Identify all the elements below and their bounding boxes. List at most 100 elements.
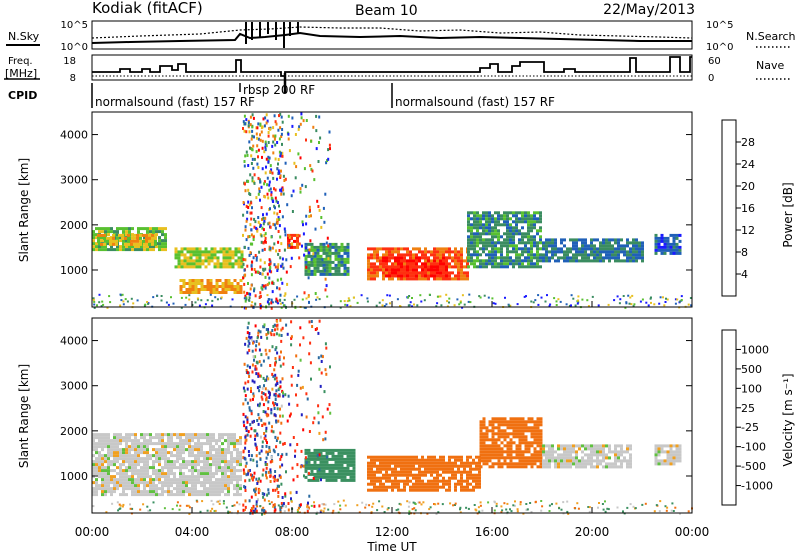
power-cell (448, 253, 451, 257)
velocity-noise-cell (259, 374, 262, 378)
velocity-noise-cell (274, 474, 276, 478)
velocity-cell (509, 423, 513, 427)
velocity-cell (197, 460, 200, 464)
power-noise-cell (302, 232, 305, 236)
velocity-noise-cell (242, 456, 245, 460)
velocity-cell (403, 488, 406, 492)
velocity-cell (349, 475, 353, 479)
velocity-cell (155, 472, 158, 476)
power-cell (457, 274, 460, 278)
power-cell (195, 262, 199, 266)
power-cell (509, 232, 512, 236)
power-noise-cell (273, 242, 276, 246)
power-noise-cell (298, 234, 301, 238)
power-noise-cell (307, 251, 310, 255)
velocity-cell (367, 473, 370, 477)
velocity-noise-cell (244, 415, 247, 419)
power-cell (590, 241, 593, 245)
power-cell (506, 232, 509, 236)
velocity-cell (349, 448, 353, 452)
power-ground-cell (277, 302, 280, 305)
power-cell (148, 233, 151, 237)
power-noise-cell (270, 306, 273, 310)
velocity-cell (203, 460, 206, 464)
power-cell (473, 232, 476, 236)
velocity-cell (209, 445, 212, 449)
power-cell (545, 247, 548, 251)
power-cell (566, 247, 569, 251)
power-cell (669, 251, 673, 255)
velocity-cell (515, 435, 519, 439)
power-noise-cell (252, 144, 255, 148)
velocity-cell (445, 482, 448, 486)
power-ground-cell (206, 299, 209, 302)
power-cell (460, 274, 463, 278)
velocity-cell (227, 493, 230, 497)
power-cell (113, 248, 116, 252)
velocity-cell (113, 451, 116, 455)
power-cell (512, 214, 515, 218)
velocity-cell (185, 442, 188, 446)
power-noise-cell (259, 180, 262, 184)
velocity-noise-cell (281, 504, 284, 508)
velocity-noise-cell (297, 373, 300, 377)
power-cell (439, 265, 442, 269)
velocity-cell (203, 463, 206, 467)
velocity-noise-cell (249, 434, 252, 438)
velocity-noise-cell (324, 368, 327, 372)
velocity-cell (418, 473, 421, 477)
velocity-cell (307, 466, 311, 470)
power-cell (506, 241, 509, 245)
velocity-cell (179, 469, 182, 473)
power-cell (530, 247, 533, 251)
velocity-noise-cell (254, 507, 257, 511)
power-noise-cell (260, 130, 263, 134)
power-cell (476, 235, 479, 239)
velocity-cell (494, 447, 498, 451)
power-cell (322, 272, 326, 276)
velocity-cell (394, 458, 397, 462)
velocity-cell (310, 463, 314, 467)
velocity-cell (221, 484, 224, 488)
velocity-cell (334, 460, 338, 464)
power-cell (406, 259, 409, 263)
power-ground-cell (665, 297, 667, 300)
power-ground-cell (304, 306, 307, 309)
velocity-noise-cell (260, 449, 263, 453)
power-noise-cell (249, 123, 252, 127)
velocity-cell (134, 457, 137, 461)
velocity-noise-cell (262, 410, 265, 413)
velocity-cell (101, 439, 104, 443)
power-cell (515, 253, 518, 257)
power-noise-cell (252, 235, 255, 239)
power-cell (479, 214, 482, 218)
power-cell (657, 242, 661, 246)
velocity-noise-cell (258, 451, 261, 455)
power-cell (216, 256, 220, 260)
velocity-cell (137, 445, 140, 449)
power-noise-cell (319, 136, 322, 140)
power-cell (678, 251, 682, 255)
velocity-cell (134, 484, 137, 488)
power-noise-cell (283, 227, 286, 231)
power-cell (515, 250, 518, 254)
velocity-noise-cell (254, 437, 256, 441)
velocity-cell (188, 478, 191, 482)
power-noise-cell (266, 300, 269, 304)
power-ground-cell (674, 302, 677, 305)
power-cell (605, 247, 608, 251)
power-ground-cell (271, 301, 274, 304)
power-cell (164, 227, 167, 231)
velocity-cell (134, 487, 137, 491)
velocity-cell (421, 470, 424, 474)
velocity-noise-cell (263, 432, 266, 435)
power-cell (207, 253, 211, 257)
power-noise-cell (262, 213, 264, 217)
velocity-cell (629, 444, 632, 448)
power-cell (463, 271, 466, 275)
velocity-cell (230, 454, 233, 458)
power-cell (512, 211, 515, 215)
power-cell (515, 220, 518, 224)
velocity-noise-cell (252, 504, 255, 508)
power-cell (467, 250, 470, 254)
